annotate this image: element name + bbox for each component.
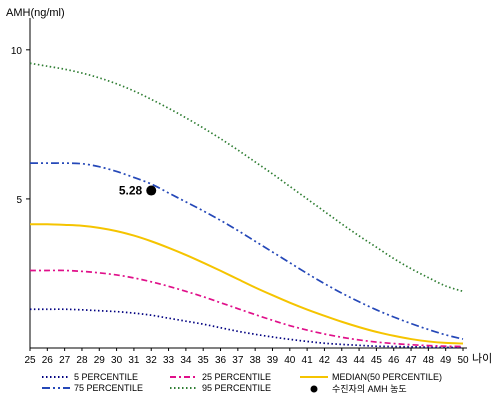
- x-tick-label: 34: [180, 355, 192, 366]
- x-tick-label: 43: [336, 355, 348, 366]
- x-tick-label: 38: [250, 355, 262, 366]
- series-line-4: [29, 62, 464, 293]
- x-tick-label: 36: [215, 355, 227, 366]
- series-layer: [29, 62, 464, 349]
- x-tick-label: 46: [388, 355, 400, 366]
- legend-marker-label: 수진자의 AMH 농도: [332, 384, 407, 394]
- x-tick-label: 37: [232, 355, 244, 366]
- x-tick-label: 45: [371, 355, 383, 366]
- x-tick-label: 29: [94, 355, 106, 366]
- x-tick-label: 35: [198, 355, 210, 366]
- x-tick-label: 50: [457, 355, 469, 366]
- patient-marker: [146, 185, 157, 196]
- x-tick-label: 47: [405, 355, 417, 366]
- y-axis-title: AMH(ng/ml): [6, 7, 65, 19]
- series-line-1: [29, 269, 464, 348]
- legend-label-3: 75 PERCENTILE: [74, 383, 143, 393]
- axes: 5 10 25 26 27 28 29 30 31 32 33 34 35 36 37 38 39 40 41 42 4…: [11, 18, 469, 366]
- x-tick-label: 26: [42, 355, 54, 366]
- x-tick-label: 49: [440, 355, 452, 366]
- legend-label-1: 25 PERCENTILE: [202, 372, 271, 382]
- x-tick-label: 40: [284, 355, 296, 366]
- series-line-2: [29, 223, 464, 345]
- x-tick-label: 25: [24, 355, 36, 366]
- series-line-3: [30, 162, 464, 340]
- y-tick-label: 5: [16, 195, 22, 206]
- y-tick-label: 10: [11, 46, 23, 57]
- legend-label-0: 5 PERCENTILE: [74, 372, 138, 382]
- x-tick-label: 31: [128, 355, 140, 366]
- x-tick-label: 41: [302, 355, 314, 366]
- x-tick-label: 27: [59, 355, 71, 366]
- x-tick-label: 42: [319, 355, 331, 366]
- x-tick-label: 44: [354, 355, 366, 366]
- legend-label-2: MEDIAN(50 PERCENTILE): [332, 372, 442, 382]
- x-tick-label: 39: [267, 355, 279, 366]
- x-tick-label: 30: [111, 355, 123, 366]
- legend-label-4: 95 PERCENTILE: [202, 383, 271, 393]
- x-tick-label: 33: [163, 355, 175, 366]
- series-line-0: [30, 308, 464, 349]
- x-tick-label: 28: [76, 355, 88, 366]
- x-tick-label: 32: [146, 355, 158, 366]
- x-tick-label: 48: [423, 355, 435, 366]
- patient-marker-label: 5.28: [119, 184, 143, 198]
- legend: 5 PERCENTILE 25 PERCENTILE MEDIAN(50 PERCE…: [42, 372, 442, 394]
- marker-layer: 5.28: [119, 184, 157, 198]
- legend-marker-swatch: [310, 385, 318, 393]
- x-axis-title: 나이: [472, 352, 492, 365]
